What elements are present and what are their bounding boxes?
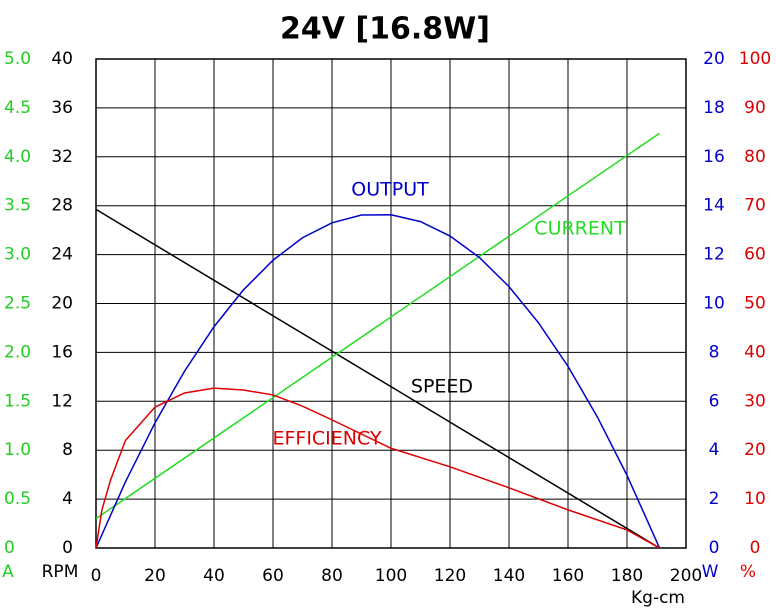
x-tick-label: 200 <box>670 566 702 586</box>
y-tick-label: 0 <box>62 538 73 558</box>
x-tick-label: 140 <box>493 566 525 586</box>
axis-unit-label: A <box>2 562 14 582</box>
series-label: OUTPUT <box>351 179 429 201</box>
series-line <box>95 132 660 520</box>
y-tick-label: 90 <box>744 98 766 118</box>
y-tick-label: 36 <box>51 98 73 118</box>
y-tick-label: 4 <box>62 489 73 509</box>
x-tick-label: 160 <box>552 566 584 586</box>
x-tick-label: 20 <box>144 566 166 586</box>
y-tick-label: 16 <box>51 342 73 362</box>
y-tick-label: 5.0 <box>4 49 31 69</box>
series-label: SPEED <box>411 376 473 398</box>
y-tick-label: 1.5 <box>4 391 31 411</box>
x-tick-label: 80 <box>321 566 343 586</box>
axis-unit-label: W <box>702 562 719 582</box>
y-tick-label: 0 <box>709 538 720 558</box>
x-axis-label: Kg-cm <box>631 588 685 608</box>
y-tick-label: 70 <box>744 196 766 216</box>
y-tick-label: 16 <box>703 147 725 167</box>
y-tick-label: 0 <box>4 538 15 558</box>
y-tick-label: 8 <box>62 440 73 460</box>
series-line <box>95 213 661 549</box>
y-tick-label: 3.0 <box>4 245 31 265</box>
x-tick-label: 0 <box>91 566 102 586</box>
y-tick-label: 24 <box>51 245 73 265</box>
y-tick-label: 30 <box>744 391 766 411</box>
y-tick-label: 2.0 <box>4 342 31 362</box>
y-tick-label: 0.5 <box>4 489 31 509</box>
y-tick-label: 10 <box>703 294 725 314</box>
y-tick-label: 20 <box>51 294 73 314</box>
y-tick-label: 60 <box>744 245 766 265</box>
y-tick-label: 8 <box>709 342 720 362</box>
series-label: CURRENT <box>534 218 626 240</box>
x-tick-label: 180 <box>611 566 643 586</box>
x-tick-label: 60 <box>262 566 284 586</box>
y-tick-label: 80 <box>744 147 766 167</box>
y-tick-label: 32 <box>51 147 73 167</box>
axis-unit-label: RPM <box>42 562 79 582</box>
y-tick-label: 3.5 <box>4 196 31 216</box>
y-tick-label: 2.5 <box>4 294 31 314</box>
y-tick-label: 40 <box>51 49 73 69</box>
y-tick-label: 10 <box>744 489 766 509</box>
x-tick-label: 120 <box>434 566 466 586</box>
y-tick-label: 0 <box>750 538 761 558</box>
y-tick-label: 18 <box>703 98 725 118</box>
chart-title: 24V [16.8W] <box>280 12 490 47</box>
y-tick-label: 20 <box>703 49 725 69</box>
y-tick-label: 50 <box>744 294 766 314</box>
y-tick-label: 1.0 <box>4 440 31 460</box>
y-tick-label: 14 <box>703 196 725 216</box>
y-tick-label: 12 <box>703 245 725 265</box>
y-tick-label: 4.5 <box>4 98 31 118</box>
series-line <box>95 387 660 549</box>
y-tick-label: 40 <box>744 342 766 362</box>
x-tick-label: 100 <box>375 566 407 586</box>
y-tick-label: 20 <box>744 440 766 460</box>
y-tick-label: 4 <box>709 440 720 460</box>
y-tick-label: 2 <box>709 489 720 509</box>
axis-unit-label: % <box>740 562 756 582</box>
y-tick-label: 100 <box>739 49 771 69</box>
y-tick-label: 28 <box>51 196 73 216</box>
y-tick-label: 4.0 <box>4 147 31 167</box>
y-tick-label: 12 <box>51 391 73 411</box>
series-line <box>95 208 660 549</box>
y-tick-label: 6 <box>709 391 720 411</box>
x-tick-label: 40 <box>203 566 225 586</box>
series-label: EFFICIENCY <box>272 428 381 450</box>
